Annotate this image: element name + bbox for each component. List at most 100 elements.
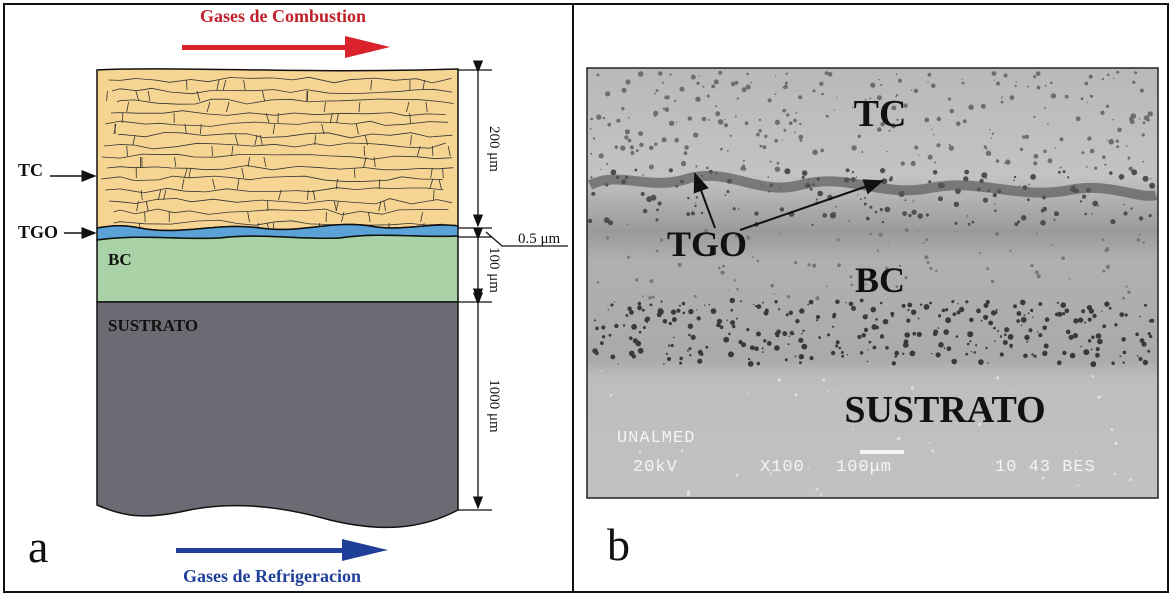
pore (1017, 220, 1020, 223)
pore (992, 71, 997, 76)
pore (745, 121, 749, 125)
pore (760, 145, 763, 148)
pore (836, 391, 838, 393)
pore (955, 222, 958, 225)
pore (882, 221, 884, 223)
pore (733, 207, 736, 210)
pore (1091, 336, 1094, 339)
pore (616, 119, 620, 123)
pore (1102, 270, 1105, 273)
pore (1150, 178, 1151, 179)
pore (1004, 327, 1009, 332)
pore (991, 463, 993, 465)
pore (629, 310, 634, 315)
pore (762, 302, 764, 304)
pore (1005, 159, 1010, 164)
pore (962, 79, 963, 80)
pore (907, 309, 909, 311)
pore (601, 325, 605, 329)
pore (880, 84, 882, 86)
pore (1139, 118, 1141, 120)
pore (1080, 346, 1082, 348)
pore (1021, 317, 1027, 323)
pore (1096, 333, 1102, 339)
pore (957, 311, 961, 315)
pore (656, 209, 659, 212)
pore (596, 73, 599, 76)
pore (782, 331, 787, 336)
pore (949, 144, 951, 146)
pore (588, 219, 592, 223)
pore (786, 113, 789, 116)
pore (813, 89, 816, 92)
pore (1045, 85, 1047, 87)
pore (654, 113, 657, 116)
pore (885, 346, 889, 350)
pore (590, 153, 592, 155)
pore (907, 303, 912, 308)
pore (931, 129, 932, 130)
pore (740, 167, 744, 171)
pore (1089, 308, 1094, 313)
pore (603, 117, 605, 119)
pore (796, 112, 798, 114)
pore (867, 361, 869, 363)
pore (812, 264, 816, 268)
pore (642, 309, 645, 312)
pore (1142, 161, 1144, 163)
pore (1033, 116, 1035, 118)
pore (1021, 325, 1022, 326)
pore (705, 346, 708, 349)
pore (933, 330, 938, 335)
pore (1042, 326, 1047, 331)
pore (694, 295, 697, 298)
pore (1051, 244, 1053, 246)
pore (1102, 155, 1106, 159)
pore (774, 300, 777, 303)
pore (1116, 71, 1119, 74)
pore (695, 97, 700, 102)
pore (1038, 302, 1042, 306)
pore (686, 212, 690, 216)
pore (1065, 309, 1070, 314)
pore (1120, 178, 1122, 180)
pore (706, 167, 709, 170)
pore (802, 330, 804, 332)
pore (1024, 335, 1029, 340)
pore (948, 97, 951, 100)
pore (614, 301, 615, 302)
pore (947, 346, 952, 351)
pore (808, 263, 811, 266)
pore (935, 270, 937, 272)
pore (879, 233, 883, 237)
pore (608, 309, 609, 310)
pore (656, 89, 659, 92)
pore (918, 318, 920, 320)
pore (731, 82, 736, 87)
pore (1033, 161, 1037, 165)
pore (778, 308, 780, 310)
pore (629, 351, 635, 357)
pore (937, 117, 941, 121)
pore (1001, 98, 1002, 99)
pore (1088, 318, 1092, 322)
pore (1147, 119, 1150, 122)
pore (839, 347, 842, 350)
pore (1083, 349, 1089, 355)
pore (1051, 93, 1056, 98)
pore (691, 335, 696, 340)
pore (1090, 149, 1095, 154)
pore (1123, 211, 1127, 215)
pore (1004, 163, 1005, 164)
pore (828, 72, 833, 77)
pore (1143, 121, 1146, 124)
pore (1020, 148, 1023, 151)
pore (864, 197, 866, 199)
pore (1107, 74, 1110, 77)
pore (967, 215, 968, 216)
pore (831, 351, 835, 355)
pore (674, 100, 676, 102)
pore (782, 87, 784, 89)
pore (658, 71, 663, 76)
pore (750, 82, 752, 84)
